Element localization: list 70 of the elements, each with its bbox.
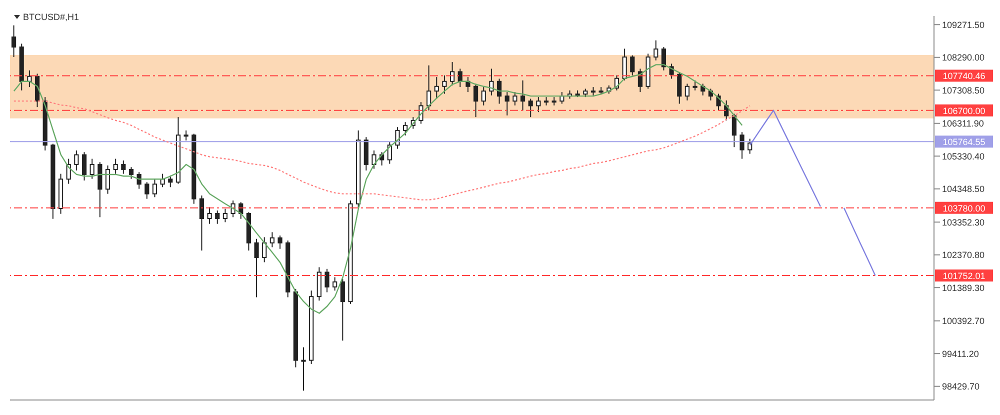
ref-line-label: 106700.00 [942, 106, 986, 116]
line-series [13, 100, 751, 200]
candlestick [536, 96, 541, 113]
y-tick-label: 108290.00 [942, 52, 985, 63]
candlestick [168, 174, 173, 188]
y-tick-label: 100392.70 [942, 316, 985, 326]
candlestick [434, 76, 439, 100]
candlestick [473, 83, 478, 118]
candlestick [496, 78, 502, 104]
candlestick [301, 346, 306, 392]
candlestick [748, 138, 752, 154]
candlestick [387, 142, 392, 164]
candlestick [215, 210, 220, 224]
candlestick [740, 132, 744, 160]
ref-line-label: 107740.46 [942, 71, 986, 82]
candlestick [74, 150, 79, 171]
candlestick [622, 48, 627, 81]
candlestick [152, 178, 158, 198]
candlestick [11, 24, 16, 58]
candlestick [677, 72, 682, 104]
candlestick [520, 80, 526, 111]
y-tick-label: 106311.90 [942, 118, 984, 129]
y-tick-label: 103352.30 [942, 217, 985, 228]
candlestick [661, 46, 666, 71]
candlestick [278, 235, 282, 250]
candlestick [426, 64, 432, 111]
y-tick-label: 105330.40 [942, 151, 985, 162]
candlestick [442, 74, 447, 94]
candlestick [262, 236, 267, 263]
candlestick [504, 92, 510, 116]
candlestick [270, 232, 274, 248]
y-tick-label: 109271.50 [942, 20, 985, 30]
candlestick [121, 160, 126, 174]
candlestick [222, 208, 228, 223]
candlestick [332, 276, 338, 292]
candlestick [512, 92, 518, 106]
candlestick [372, 150, 376, 170]
candlestick [199, 194, 204, 252]
candlestick [466, 76, 470, 93]
candlestick [254, 238, 259, 298]
candlestick [340, 278, 345, 342]
candlestick [684, 83, 690, 101]
candlestick [90, 158, 94, 180]
candlestick [458, 68, 462, 88]
candlestick [82, 152, 87, 181]
candlestick [450, 62, 455, 86]
candlestick [481, 86, 486, 106]
chart-title: BTCUSD#,H1 [23, 12, 80, 22]
candlestick [403, 122, 408, 136]
y-tick-label: 102370.80 [942, 250, 985, 260]
y-tick-label: 107308.50 [942, 85, 985, 96]
candlestick [528, 98, 533, 118]
candlestick [128, 166, 134, 180]
candlestick [144, 182, 150, 200]
candlestick [654, 40, 658, 61]
candlestick [630, 54, 635, 76]
candlestick [105, 164, 110, 194]
candlestick [732, 113, 736, 148]
candlestick [716, 93, 721, 111]
y-tick-label: 99411.20 [942, 348, 979, 359]
candlestick [207, 206, 212, 224]
candlestick [184, 130, 188, 141]
ref-line-label: 103780.00 [942, 203, 986, 214]
y-tick-label: 98429.70 [942, 382, 980, 392]
candlestick [324, 268, 330, 293]
ref-line-label: 101752.01 [942, 270, 986, 281]
y-tick-label: 104348.50 [942, 184, 985, 194]
candlestick [113, 158, 118, 174]
y-tick-label: 101389.30 [942, 282, 985, 293]
ref-line-label: 105764.55 [942, 137, 986, 148]
